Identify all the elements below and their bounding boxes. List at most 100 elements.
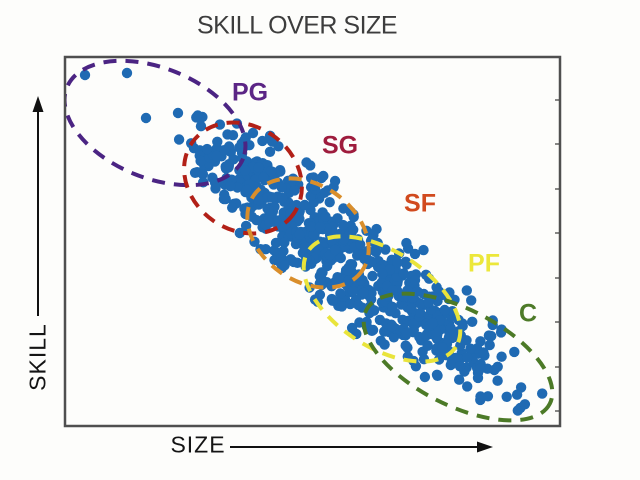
data-point xyxy=(495,327,507,338)
data-point xyxy=(387,301,398,312)
data-point xyxy=(465,343,476,354)
data-point xyxy=(276,182,287,193)
data-point xyxy=(258,172,269,183)
data-point xyxy=(511,389,523,400)
data-point xyxy=(265,166,277,177)
data-point xyxy=(257,135,268,147)
x-axis-label: SIZE xyxy=(170,431,226,458)
data-point xyxy=(454,374,465,385)
data-point xyxy=(433,354,445,365)
data-point xyxy=(264,217,275,228)
data-point xyxy=(475,391,486,402)
plot-frame xyxy=(63,55,562,428)
group-label-sf: SF xyxy=(404,189,436,218)
data-point xyxy=(401,327,412,339)
data-point xyxy=(314,222,326,233)
data-point xyxy=(454,361,466,372)
data-point xyxy=(277,192,288,204)
data-point xyxy=(342,265,353,276)
data-point xyxy=(308,229,319,240)
y-axis-label: SKILL xyxy=(24,323,51,391)
data-point xyxy=(345,298,356,310)
group-label-c: C xyxy=(518,299,538,328)
data-point xyxy=(418,244,429,256)
data-point xyxy=(195,155,206,167)
data-point xyxy=(338,233,350,245)
data-point xyxy=(279,237,290,248)
data-point xyxy=(189,167,201,178)
data-point xyxy=(486,330,497,342)
data-point xyxy=(366,256,377,267)
group-label-pg: PG xyxy=(231,78,269,107)
data-point xyxy=(335,288,346,299)
data-point xyxy=(324,197,335,208)
data-point xyxy=(466,295,477,306)
data-point xyxy=(537,388,548,399)
y-axis-arrow xyxy=(32,96,44,316)
data-point xyxy=(320,211,331,222)
data-point xyxy=(211,150,222,162)
data-point xyxy=(327,295,338,306)
data-point xyxy=(474,363,486,374)
data-point xyxy=(446,357,457,368)
data-point xyxy=(173,134,185,145)
data-point xyxy=(467,316,478,327)
data-point xyxy=(241,184,252,195)
data-point xyxy=(449,331,460,343)
data-point xyxy=(212,136,223,147)
data-point xyxy=(121,67,133,79)
group-ellipse-sg xyxy=(182,120,304,236)
data-point xyxy=(370,246,382,258)
data-point xyxy=(337,219,349,231)
data-point xyxy=(420,269,432,280)
data-point xyxy=(288,256,299,268)
data-point xyxy=(348,211,359,223)
data-point xyxy=(300,242,311,253)
data-point xyxy=(343,275,354,286)
data-point xyxy=(79,69,91,81)
data-point xyxy=(431,369,443,380)
data-point xyxy=(353,299,364,311)
data-point xyxy=(269,245,280,256)
data-point xyxy=(355,239,366,250)
data-point xyxy=(253,194,264,206)
data-point xyxy=(423,297,434,308)
data-point xyxy=(455,340,466,351)
data-point xyxy=(336,301,347,312)
data-point xyxy=(388,332,400,343)
data-point xyxy=(484,339,495,351)
data-point xyxy=(195,121,207,132)
data-point xyxy=(348,224,359,235)
data-point xyxy=(289,185,300,196)
data-point xyxy=(472,372,484,384)
group-label-sg: SG xyxy=(321,131,359,160)
data-point xyxy=(489,364,500,376)
data-point xyxy=(519,399,531,410)
data-point xyxy=(140,112,152,124)
data-point xyxy=(422,340,433,351)
data-point xyxy=(401,259,412,270)
group-ellipse-pg xyxy=(66,58,248,188)
data-point xyxy=(409,248,421,260)
data-point xyxy=(461,285,472,296)
data-point xyxy=(274,165,286,176)
data-point xyxy=(496,351,507,362)
data-point xyxy=(294,213,305,225)
data-point xyxy=(210,183,221,194)
data-point xyxy=(335,252,346,264)
data-point xyxy=(445,322,456,334)
data-point xyxy=(501,391,512,402)
data-point xyxy=(197,169,209,180)
data-point xyxy=(247,127,259,139)
data-point xyxy=(234,227,245,239)
data-point xyxy=(219,145,230,156)
data-point xyxy=(512,405,523,416)
data-point xyxy=(367,324,379,336)
data-point xyxy=(384,264,396,275)
x-axis-arrow xyxy=(230,441,493,453)
data-point xyxy=(347,285,358,297)
data-point xyxy=(172,107,184,119)
group-ellipses-layer xyxy=(66,58,555,423)
data-point xyxy=(509,346,520,358)
data-point xyxy=(253,162,264,173)
